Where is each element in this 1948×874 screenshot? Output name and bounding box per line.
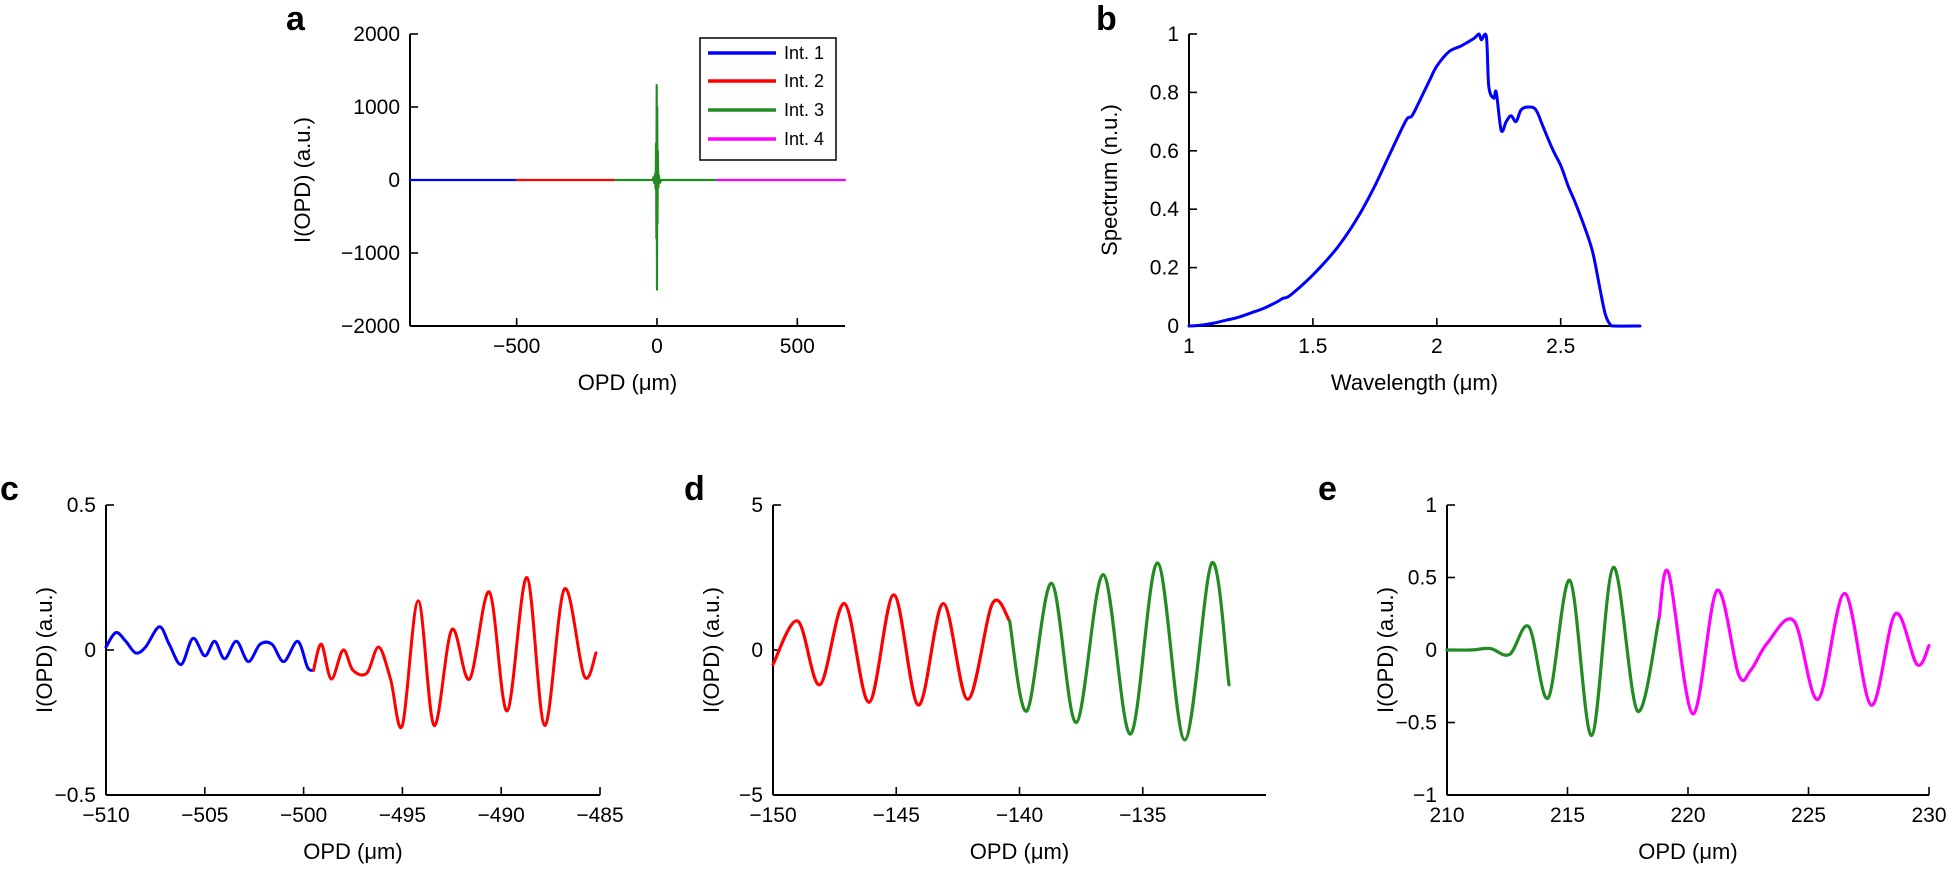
panel-d-y-tick-label: 5 — [751, 494, 763, 517]
panel-e-y-tick-label: −0.5 — [1396, 712, 1437, 735]
legend-label-int1: Int. 1 — [784, 43, 824, 63]
panel-d-y-tick-label: −5 — [739, 784, 763, 807]
panel-a-y-tick-label: −2000 — [341, 315, 400, 338]
panel-a-x-tick-label: 0 — [651, 335, 663, 358]
panel-e-y-tick-label: 0.5 — [1408, 567, 1437, 590]
panel-b-xlabel: Wavelength (μm) — [1331, 370, 1498, 395]
panel-c-x-tick-label: −495 — [379, 804, 426, 827]
panel-a-xlabel: OPD (μm) — [578, 370, 677, 395]
panel-c-series-int-2 — [312, 575, 598, 730]
panel-e-x-tick-label: 230 — [1911, 804, 1946, 827]
panel-c-x-tick-label: −510 — [82, 804, 129, 827]
panel-e-axes: 210 215 220 225 230 1 0.5 0 −0.5 −1 — [1396, 494, 1947, 827]
legend-label-int2: Int. 2 — [784, 71, 824, 91]
panel-c-x-tick-label: −485 — [576, 804, 623, 827]
panel-e-x-tick-label: 215 — [1550, 804, 1585, 827]
legend-label-int4: Int. 4 — [784, 129, 824, 149]
panel-c-axes: −510 −505 −500 −495 −490 −485 0.5 0 −0.5 — [55, 494, 624, 827]
panel-label-c: c — [0, 470, 19, 508]
panel-b-y-tick-label: 0.6 — [1150, 140, 1179, 163]
panel-c-y-tick-label: 0 — [84, 639, 96, 662]
panel-c-x-tick-label: −500 — [280, 804, 327, 827]
panel-c-series-int-1 — [104, 625, 315, 672]
panel-e-series-int-3 — [1445, 565, 1661, 738]
panel-b-axes: 1 1.5 2 2.5 0 0.2 0.4 0.6 0.8 1 — [1150, 23, 1640, 358]
panel-d-x-tick-label: −140 — [996, 804, 1043, 827]
panel-d-x-tick-label: −150 — [749, 804, 796, 827]
panel-b-y-tick-label: 0.2 — [1150, 257, 1179, 280]
panel-e-curves — [1445, 565, 1931, 738]
panel-b-y-tick-label: 0 — [1167, 315, 1179, 338]
panel-c-curves — [104, 575, 598, 730]
panel-b-y-tick-label: 1 — [1167, 23, 1179, 46]
panel-b-x-tick-label: 2 — [1431, 335, 1443, 358]
panel-d-ylabel: I(OPD) (a.u.) — [699, 587, 724, 713]
panel-c-x-tick-label: −490 — [478, 804, 525, 827]
panel-e-x-tick-label: 210 — [1429, 804, 1464, 827]
panel-b-x-tick-label: 1 — [1183, 335, 1195, 358]
panel-c-ylabel: I(OPD) (a.u.) — [32, 587, 57, 713]
panel-b: b 1 1.5 2 2.5 0 0.2 0.4 0.6 0.8 1 Wavelength (μm)… — [1096, 0, 1642, 395]
panel-a-legend: Int. 1 Int. 2 Int. 3 Int. 4 — [699, 37, 837, 161]
panel-c: c −510 −505 −500 −495 −490 −485 0.5 0 −0.5 OPD (… — [0, 470, 624, 864]
panel-b-x-tick-label: 2.5 — [1546, 335, 1575, 358]
panel-c-y-tick-label: −0.5 — [55, 784, 96, 807]
panel-d-x-tick-label: −135 — [1119, 804, 1166, 827]
panel-label-b: b — [1096, 0, 1117, 38]
panel-a-x-tick-label: −500 — [493, 335, 540, 358]
panel-a-y-tick-label: −1000 — [341, 242, 400, 265]
panel-e-xlabel: OPD (μm) — [1638, 839, 1737, 864]
panel-d-axes: −150 −145 −140 −135 5 0 −5 — [739, 494, 1266, 827]
panel-b-curves — [1187, 32, 1642, 328]
panel-b-y-tick-label: 0.4 — [1150, 198, 1180, 221]
panel-label-e: e — [1318, 470, 1337, 508]
panel-e: e 210 215 220 225 230 1 0.5 0 −0.5 −1 OPD (μm) I(… — [1318, 470, 1947, 864]
panel-b-ylabel: Spectrum (n.u.) — [1097, 104, 1122, 256]
panel-e-ylabel: I(OPD) (a.u.) — [1373, 587, 1398, 713]
panel-label-a: a — [286, 0, 306, 38]
panel-a-x-tick-label: 500 — [780, 335, 815, 358]
panel-a-axes: −500 0 500 2000 1000 0 −1000 −2000 — [341, 23, 845, 358]
panel-d: d −150 −145 −140 −135 5 0 −5 OPD (μm) I(OPD) (… — [684, 470, 1266, 864]
panel-e-x-tick-label: 225 — [1791, 804, 1826, 827]
panel-e-y-tick-label: 1 — [1425, 494, 1437, 517]
panel-e-series-int-4 — [1657, 568, 1931, 716]
legend-label-int3: Int. 3 — [784, 100, 824, 120]
panel-a-y-tick-label: 0 — [388, 169, 400, 192]
panel-b-y-tick-label: 0.8 — [1150, 81, 1179, 104]
panel-e-y-tick-label: 0 — [1425, 639, 1437, 662]
panel-a: a −500 0 500 2000 1000 0 −1000 −2000 OPD (μm) I… — [286, 0, 847, 395]
panel-b-series-spectrum — [1187, 32, 1642, 328]
panel-b-x-tick-label: 1.5 — [1298, 335, 1327, 358]
panel-label-d: d — [684, 470, 705, 508]
panel-a-y-tick-label: 2000 — [353, 23, 400, 46]
panel-e-x-tick-label: 220 — [1670, 804, 1705, 827]
panel-a-series-int-3 — [613, 84, 719, 291]
panel-d-x-tick-label: −145 — [873, 804, 920, 827]
panel-c-xlabel: OPD (μm) — [303, 839, 402, 864]
panel-e-y-tick-label: −1 — [1413, 784, 1437, 807]
panel-d-y-tick-label: 0 — [751, 639, 763, 662]
panel-c-x-tick-label: −505 — [181, 804, 228, 827]
panel-c-y-tick-label: 0.5 — [67, 494, 96, 517]
panel-a-ylabel: I(OPD) (a.u.) — [290, 117, 315, 243]
panel-a-y-tick-label: 1000 — [353, 96, 400, 119]
panel-d-curves — [771, 561, 1231, 742]
panel-a-curves — [408, 84, 847, 291]
panel-d-series-int-3 — [1008, 561, 1231, 742]
panel-d-series-int-2 — [771, 593, 1012, 707]
panel-d-xlabel: OPD (μm) — [970, 839, 1069, 864]
